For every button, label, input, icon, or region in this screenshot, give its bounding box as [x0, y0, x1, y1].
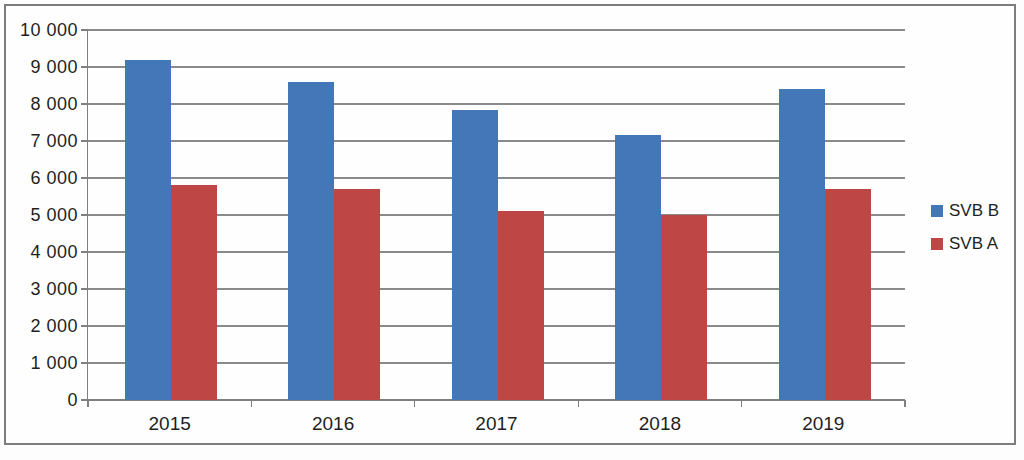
y-axis-label: 4 000 — [8, 242, 78, 263]
chart-image: 0 1 000 2 000 3 000 4 000 5 000 6 000 7 000 8 00… — [0, 0, 1024, 460]
legend-item-svb-a: SVB A — [931, 234, 999, 254]
x-axis-tick — [414, 400, 415, 407]
legend-label-svb-a: SVB A — [949, 234, 998, 254]
y-axis-label: 9 000 — [8, 57, 78, 78]
y-axis-label: 6 000 — [8, 168, 78, 189]
y-axis-label: 8 000 — [8, 94, 78, 115]
bar-svb-b-2015 — [125, 60, 171, 400]
bar-svb-b-2018 — [615, 135, 661, 400]
bar-svb-b-2017 — [452, 110, 498, 400]
y-axis-label: 10 000 — [8, 20, 78, 41]
x-axis-tick — [87, 400, 88, 407]
legend: SVB B SVB A — [931, 201, 999, 267]
x-axis-label: 2017 — [437, 413, 557, 435]
x-axis-label: 2019 — [763, 413, 883, 435]
x-axis-tick — [741, 400, 742, 407]
y-axis-label: 1 000 — [8, 353, 78, 374]
bar-svb-a-2015 — [171, 185, 217, 400]
gridline — [88, 29, 905, 30]
bar-svb-b-2019 — [779, 89, 825, 400]
bar-svb-a-2016 — [334, 189, 380, 400]
y-axis — [87, 30, 89, 407]
y-axis-label: 3 000 — [8, 279, 78, 300]
x-axis-tick — [578, 400, 579, 407]
legend-label-svb-b: SVB B — [949, 201, 999, 221]
bar-svb-a-2017 — [498, 211, 544, 400]
y-axis-label: 2 000 — [8, 316, 78, 337]
gridline — [88, 66, 905, 67]
x-axis-label: 2018 — [600, 413, 720, 435]
x-axis-label: 2016 — [273, 413, 393, 435]
x-axis-tick — [904, 400, 905, 407]
y-axis-label: 7 000 — [8, 131, 78, 152]
y-axis-label: 0 — [8, 390, 78, 411]
legend-item-svb-b: SVB B — [931, 201, 999, 221]
legend-swatch-svb-a-icon — [931, 238, 943, 250]
bar-svb-b-2016 — [288, 82, 334, 400]
bar-svb-a-2018 — [661, 215, 707, 400]
y-axis-label: 5 000 — [8, 205, 78, 226]
x-axis-tick — [251, 400, 252, 407]
bar-svb-a-2019 — [825, 189, 871, 400]
x-axis-label: 2015 — [110, 413, 230, 435]
legend-swatch-svb-b-icon — [931, 205, 943, 217]
